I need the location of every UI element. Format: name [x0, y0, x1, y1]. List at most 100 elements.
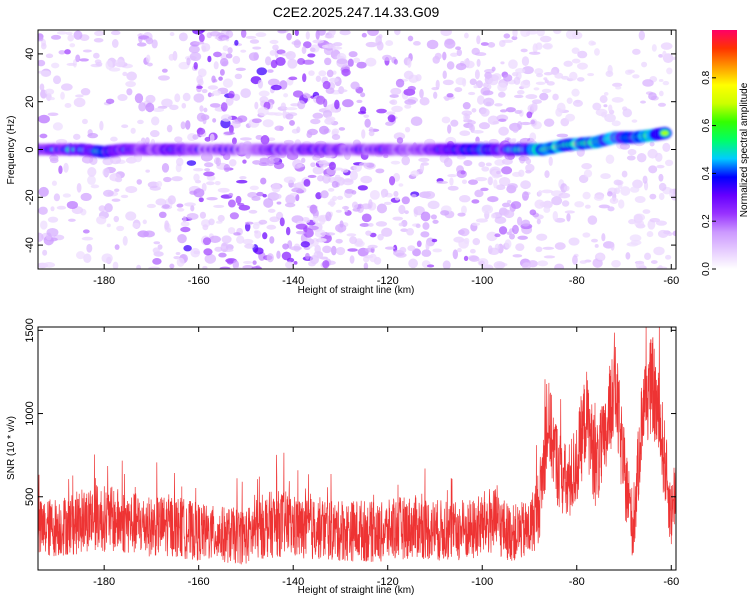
spectrogram-speckle — [146, 203, 156, 209]
spectrogram-speckle — [325, 116, 336, 123]
spectrogram-speckle — [456, 49, 463, 57]
spectrogram-speckle — [312, 208, 319, 219]
spectrogram-speckle — [644, 252, 652, 261]
spectrogram-speckle — [658, 78, 664, 82]
spectrogram-speckle — [447, 124, 452, 134]
spectrogram-speckle — [338, 127, 346, 131]
spectrogram-speckle — [503, 74, 513, 82]
spectrogram-speckle — [456, 155, 467, 160]
spectrogram-speckle — [430, 214, 437, 220]
spectrogram-speckle — [176, 203, 184, 208]
spectrogram-speckle — [237, 115, 248, 123]
spectrogram-speckle — [197, 68, 207, 77]
spectrogram-speckle — [436, 180, 448, 184]
spectrogram-speckle — [457, 212, 466, 217]
spectrogram-speckle — [266, 224, 277, 230]
spectrogram-speckle — [303, 179, 311, 187]
spectrogram-speckle — [335, 223, 347, 233]
spectrogram-speckle — [251, 266, 263, 269]
spectrogram-speckle — [234, 39, 239, 46]
spectrogram-speckle — [648, 165, 658, 174]
spectrogram-speckle — [225, 53, 233, 59]
spectrogram-speckle — [359, 223, 370, 227]
spectrogram-speckle — [96, 215, 107, 225]
spectrogram-speckle — [544, 170, 550, 179]
spectrogram-speckle — [243, 260, 253, 264]
spectrogram-speckle — [333, 176, 343, 182]
spectrogram-speckle — [87, 175, 96, 186]
spectrogram-speckle — [533, 87, 540, 91]
snr-y-tick-label: 1000 — [24, 401, 36, 425]
spectrogram-speckle — [316, 160, 326, 165]
spectrogram-speckle — [660, 42, 673, 50]
spectrogram-speckle — [474, 69, 480, 80]
spectrogram-speckle — [351, 190, 357, 195]
spectrogram-speckle — [98, 205, 106, 212]
spectrogram-speckle — [324, 232, 336, 236]
spectrogram-speckle — [310, 118, 321, 125]
spectrogram-speckle — [264, 56, 272, 66]
spectrogram-x-tick-label: -80 — [569, 275, 585, 287]
spectrogram-speckle — [482, 90, 494, 96]
spectrogram-speckle — [293, 39, 301, 48]
spectrogram-speckle — [514, 109, 523, 114]
spectrogram-speckle — [511, 224, 519, 235]
spectrogram-speckle — [302, 59, 315, 65]
spectrogram-speckle — [138, 102, 147, 112]
spectrogram-speckle — [627, 69, 635, 74]
spectrogram-speckle — [196, 112, 206, 122]
spectrogram-speckle — [218, 76, 223, 81]
spectrogram-speckle — [94, 30, 105, 36]
spectrogram-speckle — [213, 61, 219, 70]
spectrogram-speckle — [312, 112, 324, 119]
spectrogram-speckle — [207, 55, 212, 63]
spectrogram-speckle — [498, 118, 507, 123]
spectrogram-speckle — [607, 191, 613, 197]
spectrogram-speckle — [658, 90, 664, 97]
spectrogram-speckle — [227, 227, 236, 234]
spectrogram-speckle — [169, 104, 179, 111]
spectrogram-speckle — [435, 79, 440, 90]
spectrogram-speckle — [553, 30, 562, 35]
spectrogram-speckle — [471, 108, 477, 113]
spectrogram-speckle — [296, 126, 301, 133]
spectrogram-speckle — [196, 75, 204, 85]
colorbar-label: Normalized spectral amplitude — [739, 82, 750, 217]
spectrogram-speckle — [394, 196, 400, 201]
spectrogram-speckle — [636, 152, 647, 163]
spectrogram-speckle — [415, 223, 421, 229]
spectrogram-speckle — [332, 46, 343, 50]
spectrogram-speckle — [420, 211, 431, 222]
spectrogram-speckle — [254, 230, 262, 239]
spectrogram-speckle — [220, 114, 233, 122]
spectrogram-speckle — [367, 30, 379, 36]
spectrogram-speckle — [543, 206, 551, 213]
spectrogram-speckle — [342, 205, 350, 210]
spectrogram-speckle — [220, 57, 229, 67]
spectrogram-speckle — [223, 131, 235, 135]
snr-y-label: SNR (10 * v/v) — [6, 416, 17, 480]
spectrogram-speckle — [491, 66, 496, 72]
spectrogram-speckle — [461, 205, 467, 215]
spectrogram-speckle — [336, 195, 344, 201]
spectrogram-speckle — [389, 94, 399, 98]
spectrogram-speckle — [494, 103, 503, 107]
spectrogram-speckle — [459, 195, 471, 203]
spectrogram-speckle — [213, 51, 222, 58]
spectrogram-speckle — [632, 179, 643, 189]
spectrogram-speckle — [427, 200, 440, 210]
spectrogram-speckle — [520, 48, 528, 53]
spectrogram-speckle — [404, 99, 417, 105]
spectrogram-speckle — [525, 94, 538, 100]
spectrogram-speckle — [295, 223, 308, 230]
spectrogram-speckle — [488, 247, 500, 256]
spectrogram-speckle — [148, 266, 161, 269]
spectrogram-speckle — [270, 59, 278, 69]
spectrogram-speckle — [423, 191, 436, 200]
spectrogram-speckle — [459, 130, 471, 137]
spectrogram-speckle — [42, 249, 48, 256]
spectrogram-speckle — [236, 235, 245, 244]
spectrogram-speckle — [353, 57, 361, 64]
spectrogram-speckle — [52, 75, 62, 85]
